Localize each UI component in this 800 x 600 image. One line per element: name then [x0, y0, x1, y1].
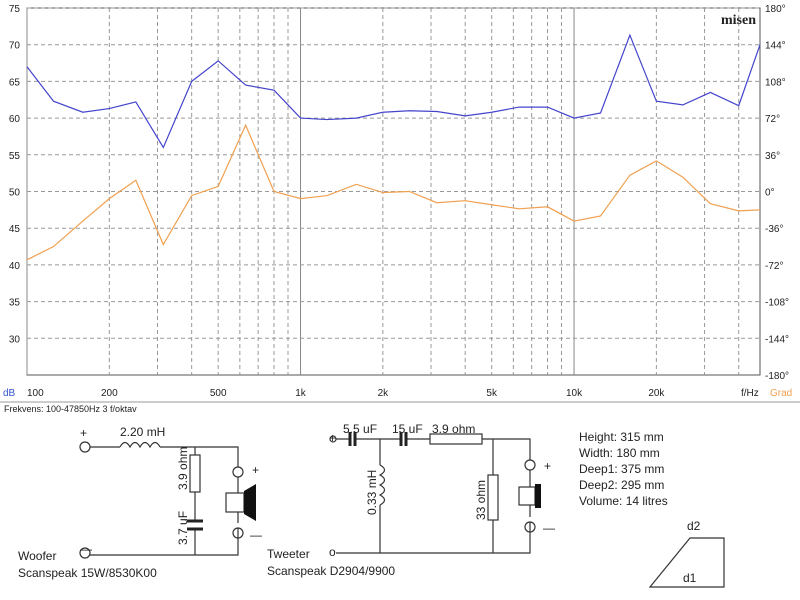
x-tick-label: 20k: [648, 388, 665, 399]
marks: [26, 33, 761, 261]
label: 5.5 uF: [343, 422, 377, 436]
footer: Frekvens: 100-47850Hz 3 f/oktav: [4, 404, 137, 414]
x-tick-label: 10k: [566, 388, 583, 399]
y2-tick-label: 0°: [765, 188, 775, 199]
brand: misen: [721, 13, 756, 28]
y-tick-label: 60: [9, 114, 21, 125]
y2-tick-label: -36°: [765, 224, 783, 235]
y2-axis-label: Grad: [770, 388, 792, 399]
label: —: [250, 528, 262, 542]
y2-tick-label: 72°: [765, 114, 780, 125]
series-line: [26, 33, 761, 149]
y-tick-label: 75: [9, 4, 21, 15]
label: d1: [683, 571, 697, 585]
label: —: [80, 542, 92, 556]
y2-tick-label: -108°: [765, 298, 789, 309]
label: +: [329, 431, 336, 445]
x-axis-label: f/Hz: [741, 388, 759, 399]
y2-tick-label: 180°: [765, 4, 786, 15]
y-tick-label: 45: [9, 224, 21, 235]
spec: Deep1: 375 mm: [579, 462, 664, 476]
schematic: + 2.20 mH 3.9 ohm 3.7 uF + — — Woofer Sc…: [18, 422, 725, 588]
spec: Height: 315 mm: [579, 430, 664, 444]
x-tick-label: 1k: [295, 388, 307, 399]
y2-tick-label: -180°: [765, 371, 789, 382]
label: +: [80, 426, 87, 440]
label: +: [544, 459, 551, 473]
label: +: [252, 463, 259, 477]
y-tick-label: 50: [9, 188, 21, 199]
x-tick-label: 200: [101, 388, 118, 399]
y2-tick-label: -72°: [765, 261, 783, 272]
spec: Deep2: 295 mm: [579, 478, 664, 492]
y2-tick-label: -144°: [765, 334, 789, 345]
label: 33 ohm: [474, 480, 488, 520]
y2-tick-label: 108°: [765, 77, 786, 88]
label: Tweeter: [267, 547, 310, 561]
label: 3.9 ohm: [176, 447, 190, 490]
y-axis-label: dB: [3, 388, 16, 399]
spec: Volume: 14 litres: [579, 494, 668, 508]
label: 3.7 uF: [176, 511, 190, 545]
y-tick-label: 30: [9, 334, 21, 345]
x-tick-label: 100: [27, 388, 44, 399]
x-tick-label: 2k: [378, 388, 390, 399]
x-tick-label: 500: [210, 388, 227, 399]
label: 2.20 mH: [120, 425, 165, 439]
y-tick-label: 35: [9, 298, 21, 309]
y-tick-label: 65: [9, 77, 21, 88]
label: Scanspeak D2904/9900: [267, 564, 395, 578]
label: 3.9 ohm: [432, 422, 475, 436]
label: 0.33 mH: [365, 470, 379, 515]
label: o: [329, 545, 336, 559]
series-line: [26, 123, 761, 261]
label: 15 uF: [392, 422, 423, 436]
label: —: [543, 521, 555, 535]
y-tick-label: 70: [9, 41, 21, 52]
y-tick-label: 40: [9, 261, 21, 272]
y-tick-label: 55: [9, 151, 21, 162]
y2-tick-label: 36°: [765, 151, 780, 162]
label: d2: [687, 519, 701, 533]
label: Scanspeak 15W/8530K00: [18, 566, 157, 580]
label: Woofer: [18, 549, 56, 563]
x-tick-label: 5k: [486, 388, 498, 399]
y2-tick-label: 144°: [765, 41, 786, 52]
spec: Width: 180 mm: [579, 446, 660, 460]
grid: [26, 7, 760, 375]
